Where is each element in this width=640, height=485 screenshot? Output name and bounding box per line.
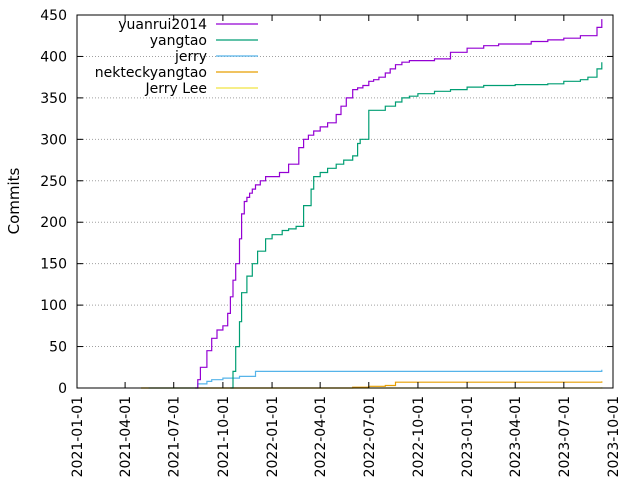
y-tick-label: 100 (40, 298, 67, 314)
x-tick-label: 2023-10-01 (606, 396, 622, 477)
x-tick-label: 2022-07-01 (362, 396, 378, 477)
y-axis-ticks: 0 50 100 150 200 250 300 350 400 450 (40, 8, 613, 397)
y-tick-label: 150 (40, 257, 67, 273)
x-tick-label: 2023-01-01 (460, 396, 476, 477)
y-tick-label: 50 (49, 340, 67, 356)
y-tick-label: 300 (40, 132, 67, 148)
legend-label: yuanrui2014 (118, 17, 207, 33)
y-tick-label: 350 (40, 91, 67, 107)
x-tick-label: 2023-07-01 (557, 396, 573, 477)
x-tick-label: 2022-10-01 (411, 396, 427, 477)
legend-label: nekteckyangtao (95, 65, 207, 81)
plot-border (76, 14, 614, 389)
y-tick-label: 250 (40, 174, 67, 190)
x-tick-label: 2021-01-01 (70, 396, 86, 477)
series-line-yuanrui2014 (195, 19, 603, 389)
series-line-jerry (148, 369, 603, 389)
legend-label: jerry (174, 49, 207, 65)
x-tick-label: 2023-04-01 (508, 396, 524, 477)
x-tick-label: 2021-04-01 (118, 396, 134, 477)
y-tick-label: 0 (58, 381, 67, 397)
series-line-nekteckyangtao (141, 381, 603, 389)
y-tick-label: 450 (40, 8, 67, 24)
grid-lines (77, 55, 613, 348)
legend-label: yangtao (150, 33, 207, 49)
legend: yuanrui2014yangtaojerrynekteckyangtaoJer… (95, 17, 258, 97)
y-axis-title: Commits (5, 167, 23, 234)
x-tick-label: 2022-04-01 (313, 396, 329, 477)
series-line-yangtao (230, 62, 603, 389)
y-tick-label: 200 (40, 215, 67, 231)
x-tick-label: 2021-10-01 (216, 396, 232, 477)
series-lines (141, 19, 603, 389)
x-tick-label: 2021-07-01 (167, 396, 183, 477)
y-tick-label: 400 (40, 49, 67, 65)
x-tick-label: 2022-01-01 (265, 396, 281, 477)
x-axis-ticks: 2021-01-01 2021-04-01 2021-07-01 2021-10-01… (70, 15, 622, 477)
legend-label: Jerry Lee (144, 81, 207, 97)
